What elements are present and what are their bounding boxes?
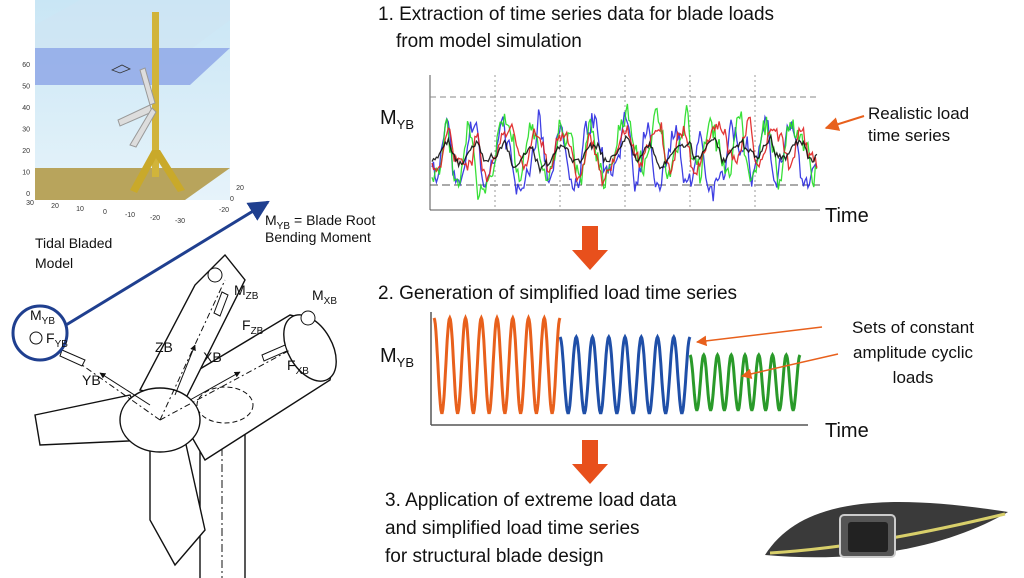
load-trace bbox=[431, 133, 818, 175]
z-tick-label: 20 bbox=[22, 148, 30, 155]
model-plot bbox=[35, 0, 230, 200]
step-text: 1. Extraction of time series data for bl… bbox=[378, 4, 774, 25]
x-label: Time bbox=[825, 205, 869, 227]
axis-label: MYB bbox=[30, 307, 55, 327]
seabed bbox=[35, 168, 230, 200]
symbol: F bbox=[46, 330, 55, 346]
x-tick-label: -20 bbox=[150, 215, 160, 222]
z-tick-label: 30 bbox=[22, 127, 30, 134]
link-arrow bbox=[65, 200, 270, 327]
x-tick-label: -30 bbox=[175, 218, 185, 225]
axis-label: YB bbox=[82, 372, 101, 388]
step-text: and simplified load time series bbox=[385, 518, 640, 539]
cyclic-load bbox=[432, 313, 562, 415]
symbol: F bbox=[242, 317, 251, 333]
cyclic-load bbox=[558, 333, 692, 415]
definition: MYB = Blade Root bbox=[265, 212, 375, 232]
annotation: loads bbox=[893, 368, 934, 387]
symbol: M bbox=[265, 212, 277, 228]
subscript: XB bbox=[296, 366, 310, 377]
annotation-arrow bbox=[740, 353, 839, 380]
down-arrow bbox=[572, 226, 608, 270]
y-label: MYB bbox=[380, 107, 414, 132]
axis-label: MXB bbox=[312, 287, 337, 307]
x-tick-label: 30 bbox=[26, 200, 34, 207]
z-tick-label: 60 bbox=[22, 62, 30, 69]
subscript: YB bbox=[277, 221, 291, 232]
symbol: M bbox=[380, 107, 397, 129]
symbol: F bbox=[287, 357, 296, 373]
rotor-blade bbox=[139, 67, 156, 106]
symbol: M bbox=[312, 287, 324, 303]
step-text: 2. Generation of simplified load time se… bbox=[378, 283, 737, 304]
y-tick-label: -20 bbox=[219, 207, 229, 214]
subscript: YB bbox=[397, 355, 414, 370]
subscript: YB bbox=[397, 117, 414, 132]
load-trace bbox=[431, 103, 818, 200]
z-tick-label: 0 bbox=[26, 191, 30, 198]
down-arrow bbox=[572, 440, 608, 484]
x-tick-label: 0 bbox=[103, 209, 107, 216]
turbine-drawing bbox=[29, 253, 337, 578]
load-plot bbox=[429, 75, 820, 211]
rotor-blade bbox=[129, 107, 157, 148]
definition: Bending Moment bbox=[265, 229, 371, 245]
z-tick-label: 50 bbox=[22, 84, 30, 91]
annotation-arrow bbox=[824, 115, 865, 131]
step-text: 3. Application of extreme load data bbox=[385, 490, 677, 511]
symbol: M bbox=[30, 307, 42, 323]
symbol: M bbox=[234, 282, 246, 298]
model-caption: Model bbox=[35, 255, 73, 271]
subscript: ZB bbox=[251, 326, 264, 337]
axis-label: MZB bbox=[234, 282, 259, 302]
y-label: MYB bbox=[380, 345, 414, 370]
y-tick-label: 0 bbox=[230, 196, 234, 203]
subscript: YB bbox=[42, 316, 56, 327]
annotation: time series bbox=[868, 126, 950, 145]
subscript: YB bbox=[55, 339, 69, 350]
axis-label: XB bbox=[203, 349, 222, 365]
x-tick-label: 20 bbox=[51, 203, 59, 210]
z-tick-label: 10 bbox=[22, 170, 30, 177]
tripod bbox=[130, 150, 185, 193]
definition-text: = Blade Root bbox=[294, 212, 375, 228]
axis-label: FYB bbox=[46, 330, 68, 350]
box-face bbox=[35, 0, 230, 50]
annotation: Sets of constant bbox=[852, 318, 974, 337]
fish-icon bbox=[111, 64, 131, 74]
surface-plane bbox=[35, 48, 230, 85]
symbol: M bbox=[380, 345, 397, 367]
axis-label: FXB bbox=[287, 357, 309, 377]
annotation: amplitude cyclic bbox=[853, 343, 973, 362]
tower bbox=[152, 12, 159, 177]
step-text: for structural blade design bbox=[385, 546, 604, 567]
highlight-circle bbox=[11, 304, 69, 362]
x-label: Time bbox=[825, 420, 869, 442]
axis-label: ZB bbox=[155, 339, 173, 355]
x-tick-label: 10 bbox=[76, 206, 84, 213]
axis-label: FZB bbox=[242, 317, 264, 337]
step-text: from model simulation bbox=[396, 31, 582, 52]
annotation: Realistic load bbox=[868, 104, 969, 123]
blade-section bbox=[765, 502, 1008, 558]
y-tick-label: 20 bbox=[236, 185, 244, 192]
annotation-arrow bbox=[695, 326, 823, 347]
subscript: XB bbox=[324, 296, 338, 307]
cyclic-plot bbox=[430, 312, 808, 426]
subscript: ZB bbox=[246, 291, 259, 302]
steps: 1. Extraction of time series data for bl… bbox=[378, 4, 774, 567]
z-tick-label: 40 bbox=[22, 105, 30, 112]
x-tick-label: -10 bbox=[125, 212, 135, 219]
model-caption: Tidal Bladed bbox=[35, 235, 112, 251]
cyclic-load bbox=[688, 351, 802, 412]
